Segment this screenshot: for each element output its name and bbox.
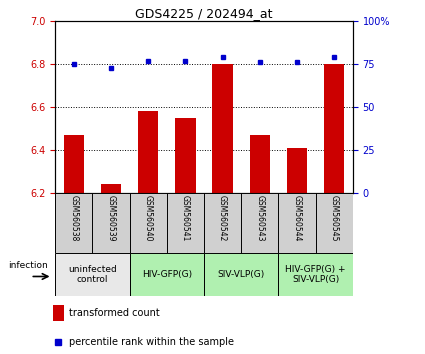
Text: GSM560541: GSM560541	[181, 195, 190, 241]
Text: GSM560540: GSM560540	[144, 195, 153, 241]
Bar	[53, 305, 64, 321]
Bar	[204, 193, 241, 253]
Bar	[130, 193, 167, 253]
Bar	[278, 193, 315, 253]
Bar	[278, 253, 353, 296]
Bar	[138, 112, 159, 193]
Bar	[287, 148, 307, 193]
Bar	[130, 253, 204, 296]
Text: GSM560538: GSM560538	[69, 195, 78, 241]
Bar	[55, 253, 130, 296]
Text: GSM560539: GSM560539	[107, 195, 116, 241]
Bar	[324, 64, 344, 193]
Text: percentile rank within the sample: percentile rank within the sample	[69, 337, 234, 347]
Text: GSM560543: GSM560543	[255, 195, 264, 241]
Text: GSM560542: GSM560542	[218, 195, 227, 241]
Text: SIV-VLP(G): SIV-VLP(G)	[218, 270, 265, 279]
Text: HIV-GFP(G): HIV-GFP(G)	[142, 270, 192, 279]
Text: GSM560545: GSM560545	[330, 195, 339, 241]
Text: uninfected
control: uninfected control	[68, 265, 117, 284]
Title: GDS4225 / 202494_at: GDS4225 / 202494_at	[135, 7, 273, 20]
Bar	[249, 135, 270, 193]
Bar	[55, 193, 92, 253]
Bar	[64, 135, 84, 193]
Text: GSM560544: GSM560544	[292, 195, 301, 241]
Bar	[101, 184, 121, 193]
Text: HIV-GFP(G) +
SIV-VLP(G): HIV-GFP(G) + SIV-VLP(G)	[285, 265, 346, 284]
Bar	[315, 193, 353, 253]
Text: infection: infection	[8, 261, 48, 269]
Bar	[175, 118, 196, 193]
Bar	[241, 193, 278, 253]
Bar	[92, 193, 130, 253]
Bar	[212, 64, 233, 193]
Bar	[204, 253, 278, 296]
Bar	[167, 193, 204, 253]
Text: transformed count: transformed count	[69, 308, 159, 318]
